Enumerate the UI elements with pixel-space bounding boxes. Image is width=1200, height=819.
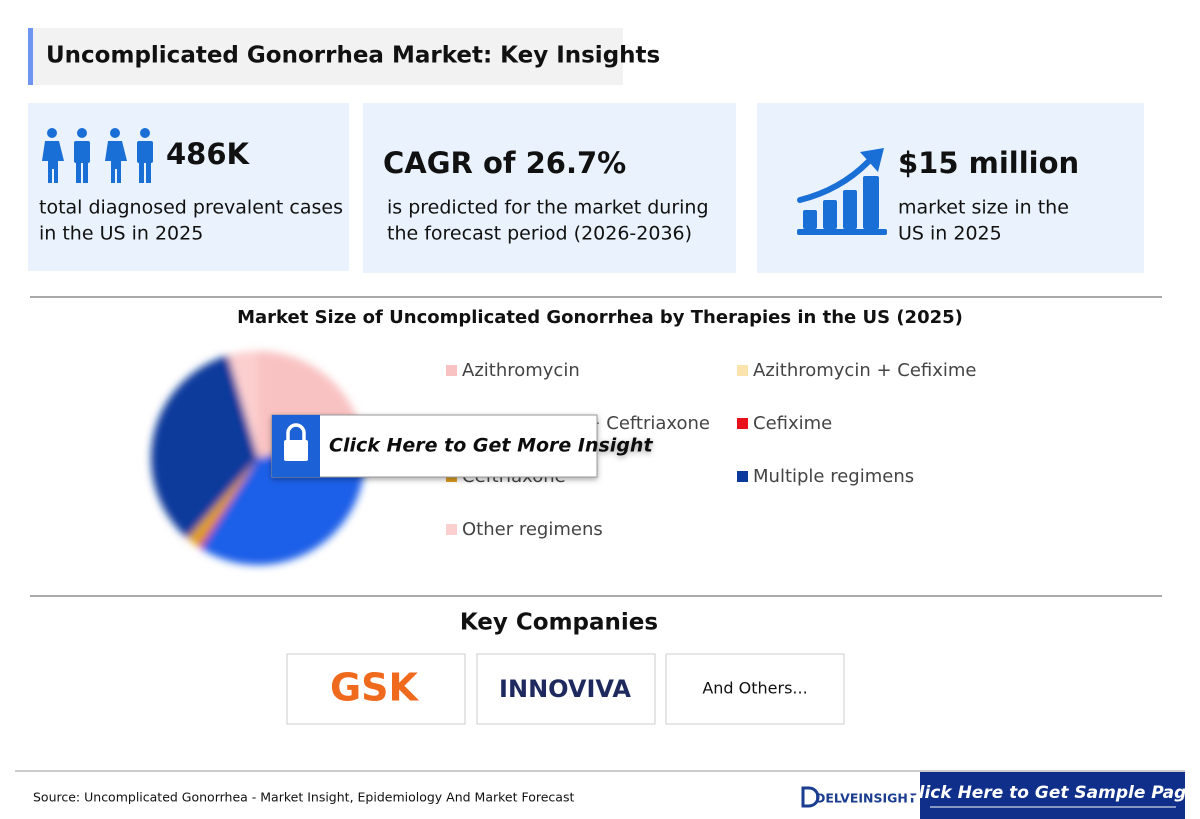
legend-swatch — [446, 524, 457, 535]
card — [757, 103, 1144, 273]
company-box — [286, 653, 466, 725]
pie-slice — [151, 355, 258, 539]
lock-icon — [284, 440, 308, 461]
legend-label: Azithromycin + Cefixime — [753, 360, 977, 381]
sample-button-bg[interactable] — [920, 772, 1185, 819]
legend-label: Other regimens — [462, 519, 603, 540]
chart-title: Market Size of Uncomplicated Gonorrhea b… — [237, 307, 963, 328]
company-box — [665, 653, 845, 725]
header-bg — [28, 28, 623, 85]
pie-slice — [228, 350, 258, 458]
sample-button-label[interactable]: Click Here to Get Sample Page — [906, 783, 1198, 803]
company-text: And Others... — [702, 679, 807, 698]
sample-button[interactable]: Click Here to Get Sample Page — [906, 772, 1198, 819]
brand-icon — [801, 786, 820, 808]
legend-label: Multiple regimens — [753, 466, 914, 487]
growth-icon — [797, 148, 887, 235]
card-text: total diagnosed prevalent cases — [39, 197, 343, 219]
card-text: market size in the — [898, 197, 1069, 219]
card-text: US in 2025 — [898, 223, 1002, 245]
insight-button[interactable]: Click Here to Get More Insight — [271, 414, 653, 478]
people-icon — [42, 128, 153, 183]
header-accent — [28, 28, 33, 85]
insight-button-label[interactable]: Click Here to Get More Insight — [329, 435, 653, 457]
card-text: is predicted for the market during — [387, 197, 709, 219]
card — [363, 103, 736, 273]
card-text: in the US in 2025 — [39, 223, 203, 245]
legend-label: Azithromycin — [462, 360, 580, 381]
companies-title: Key Companies — [460, 610, 658, 636]
lock-icon — [286, 423, 306, 440]
legend-swatch — [737, 418, 748, 429]
legend-label: Cefixime — [753, 413, 832, 434]
card-text: the forecast period (2026-2036) — [387, 223, 692, 245]
card-headline: $15 million — [898, 146, 1079, 180]
card — [28, 103, 349, 271]
card-headline: 486K — [166, 137, 251, 171]
brand: DELVEINSIGHT — [815, 791, 917, 806]
pie-slice — [197, 458, 258, 549]
source-text: Source: Uncomplicated Gonorrhea - Market… — [33, 790, 574, 805]
pie-slice — [187, 458, 258, 547]
company-logo: GSK — [330, 666, 420, 710]
legend-swatch — [446, 365, 457, 376]
card-headline: CAGR of 26.7% — [383, 146, 626, 180]
legend-swatch — [737, 471, 748, 482]
company-logo: INNOVIVA — [499, 675, 631, 703]
header-title: Uncomplicated Gonorrhea Market: Key Insi… — [46, 43, 660, 69]
company-box — [476, 653, 656, 725]
insight-button-bg[interactable] — [271, 414, 598, 478]
legend-swatch — [737, 365, 748, 376]
